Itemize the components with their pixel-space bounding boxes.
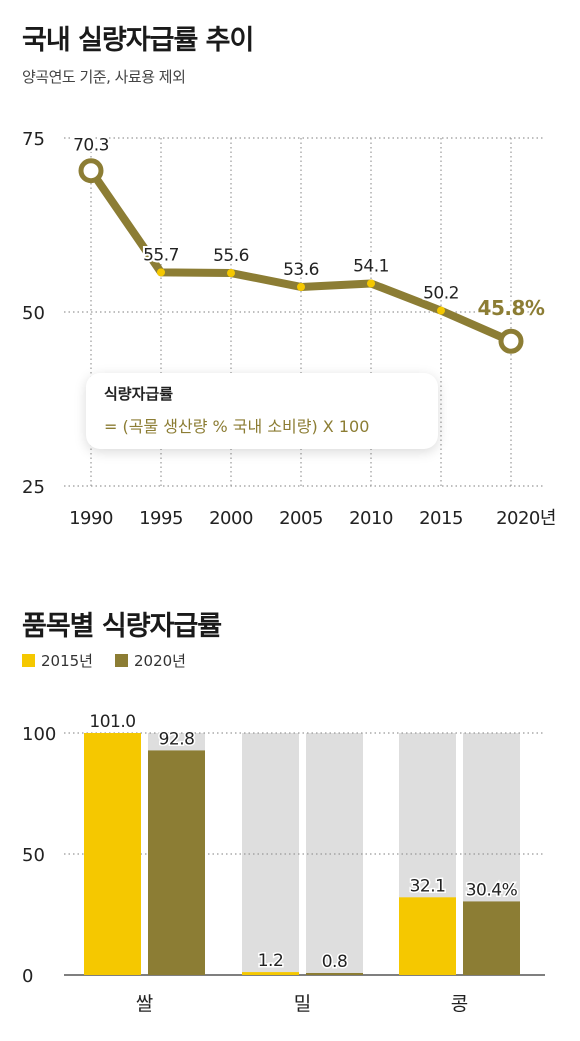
bar-2020년-쌀 <box>148 750 205 975</box>
legend-swatch-2020 <box>114 654 128 667</box>
line-x-tick: 2010 <box>349 508 393 529</box>
line-point <box>437 306 445 315</box>
bar-y-tick: 0 <box>22 966 33 987</box>
line-point <box>157 268 165 277</box>
line-point <box>297 282 305 291</box>
bar-2020년-콩 <box>463 901 520 975</box>
bar-data-label: 92.8 <box>159 729 195 749</box>
line-point-end <box>78 158 104 184</box>
line-point <box>367 279 375 288</box>
bar-2020년-밀 <box>306 973 363 975</box>
bar-data-label: 32.1 <box>410 876 446 896</box>
line-data-label: 55.7 <box>143 245 179 265</box>
bar-2015년-콩 <box>399 897 456 975</box>
bar-2015년-밀 <box>242 972 299 975</box>
formula-title: 식량자급률 <box>104 385 174 403</box>
line-x-tick: 2005 <box>279 508 323 529</box>
line-data-label: 45.8% <box>478 296 545 320</box>
line-x-tick: 1990 <box>69 508 113 529</box>
line-x-tick: 1995 <box>139 508 183 529</box>
chart1-title: 국내 실량자급률 추이 <box>22 25 254 56</box>
legend-item-2020: 2020년 <box>114 650 186 671</box>
line-chart: 25 50 75 70.3 55.7 55.6 53.6 54.1 50.2 45.8% 1990 1… <box>22 129 556 529</box>
bar-y-tick: 50 <box>22 845 45 866</box>
line-data-label: 50.2 <box>423 284 459 304</box>
chart2-title: 품목별 식량자급률 <box>22 611 222 642</box>
bar-data-label: 30.4% <box>466 880 518 900</box>
bar-y-tick: 100 <box>22 724 56 745</box>
line-x-tick: 2015 <box>419 508 463 529</box>
bar-category-label: 밀 <box>294 993 311 1015</box>
formula-text: = (곡물 생산량 % 국내 소비량) X 100 <box>104 417 370 436</box>
formula-box: 식량자급률 = (곡물 생산량 % 국내 소비량) X 100 <box>86 373 438 449</box>
bar-chart: 0 50 100 101.0 1.2 32.1 92.8 0.8 30.4% 쌀 밀 콩 <box>22 711 545 1015</box>
line-x-tick: 2000 <box>209 508 253 529</box>
bar-data-label: 1.2 <box>258 951 284 971</box>
line-data-label: 54.1 <box>353 256 389 276</box>
line-data-label: 55.6 <box>213 246 249 266</box>
bar-legend: 2015년 2020년 <box>22 650 186 671</box>
bar-data-label: 101.0 <box>89 712 135 732</box>
legend-swatch-2015 <box>22 654 35 667</box>
line-point-end <box>498 328 524 354</box>
line-data-label: 53.6 <box>283 260 319 280</box>
legend-label-2020: 2020년 <box>133 652 186 670</box>
line-data-label: 70.3 <box>73 136 109 156</box>
chart1-subtitle: 양곡연도 기준, 사료용 제외 <box>22 68 186 86</box>
bar-data-label: 0.8 <box>322 952 348 972</box>
line-x-tick: 2020년 <box>496 508 556 529</box>
line-y-tick: 25 <box>22 477 45 498</box>
line-y-tick: 75 <box>22 129 45 150</box>
line-y-tick: 50 <box>22 303 45 324</box>
line-point <box>227 269 235 278</box>
bar-category-label: 쌀 <box>136 993 153 1015</box>
legend-label-2015: 2015년 <box>41 652 93 670</box>
bar-2015년-쌀 <box>84 733 141 975</box>
bar-category-label: 콩 <box>451 993 468 1015</box>
legend-item-2015: 2015년 <box>22 650 93 671</box>
